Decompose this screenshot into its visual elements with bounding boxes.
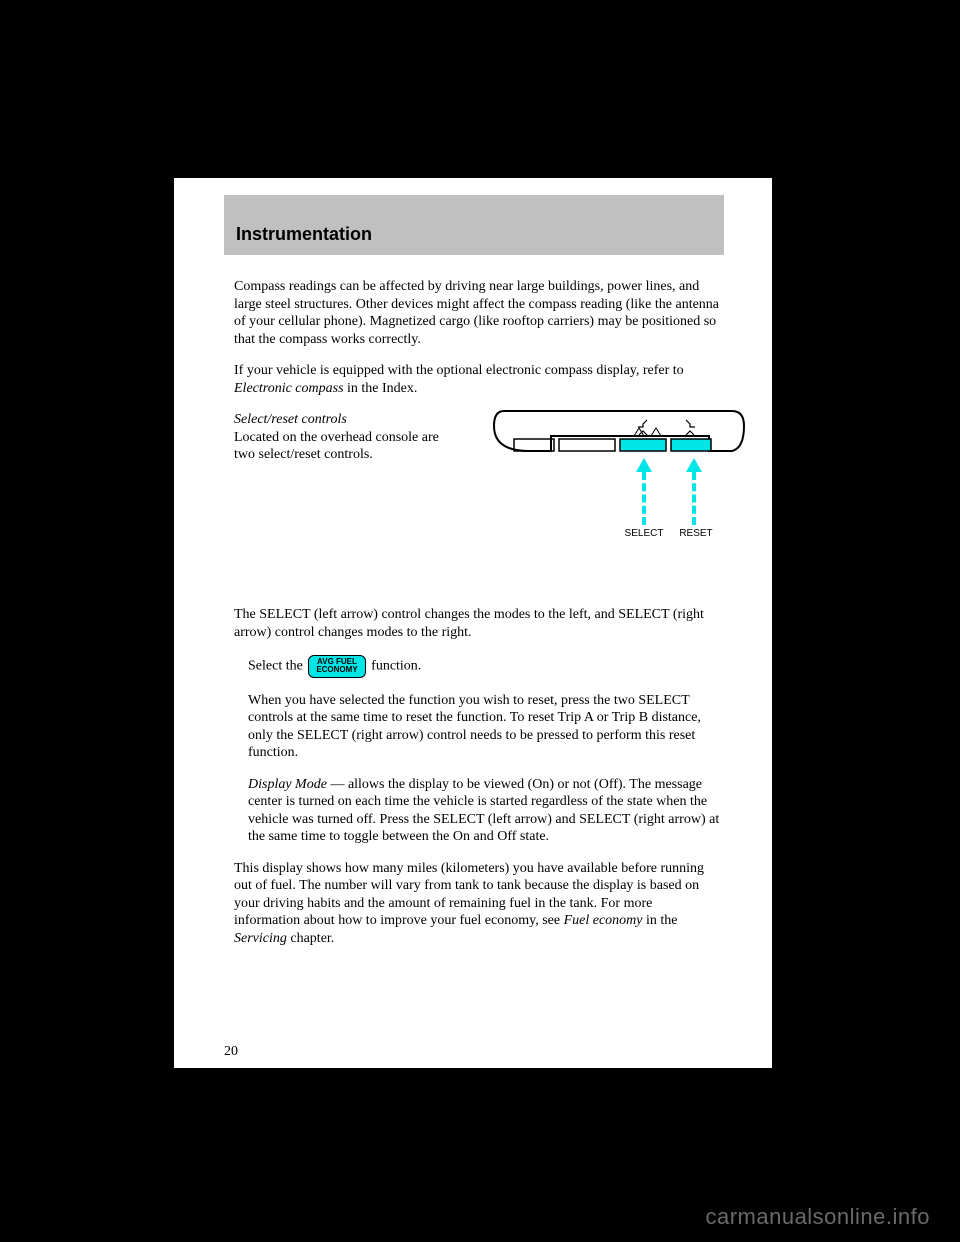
text: If your vehicle is equipped with the opt… [234,363,684,378]
text: in the [643,913,678,928]
paragraph-reset: When you have selected the function you … [248,692,724,762]
text: in the Index. [344,381,418,396]
text-italic: Fuel economy [564,913,643,928]
overhead-console-diagram [489,401,749,481]
arrow-shaft-icon [692,472,698,525]
header-title: Instrumentation [236,224,372,245]
select-label: SELECT [614,528,674,539]
page-header: Instrumentation [224,195,724,255]
text: Located on the overhead console are two … [234,430,439,463]
chip-line2: ECONOMY [316,665,357,674]
paragraph-select-controls: The SELECT (left arrow) control changes … [234,606,724,641]
text: chapter. [287,931,334,946]
reset-arrow [692,458,698,525]
diagram-left-text: Select/reset controls Located on the ove… [234,411,444,478]
paragraph-compass: Compass readings can be affected by driv… [234,278,724,348]
paragraph-avg-fuel: Select the AVG FUEL ECONOMY function. [248,655,724,678]
arrow-head-icon [686,458,702,472]
text: Select the [248,659,306,674]
arrow-shaft-icon [642,472,648,525]
text-italic: Electronic compass [234,381,344,396]
select-arrow [642,458,648,525]
paragraph-compass-ref: If your vehicle is equipped with the opt… [234,362,724,397]
diagram-area: Select/reset controls Located on the ove… [234,411,724,591]
avg-fuel-economy-chip: AVG FUEL ECONOMY [308,655,365,678]
paragraph-fuel-range: This display shows how many miles (kilom… [234,860,714,948]
reset-label: RESET [666,528,726,539]
document-page: Instrumentation Compass readings can be … [174,178,772,1068]
page-content: Compass readings can be affected by driv… [234,278,724,961]
watermark: carmanualsonline.info [705,1204,930,1230]
text-italic: Display Mode [248,777,327,792]
arrow-head-icon [636,458,652,472]
text-italic: Servicing [234,931,287,946]
subheading: Select/reset controls [234,412,347,427]
page-number: 20 [224,1044,238,1060]
paragraph-display-mode: Display Mode — allows the display to be … [248,776,724,846]
text: function. [371,659,421,674]
